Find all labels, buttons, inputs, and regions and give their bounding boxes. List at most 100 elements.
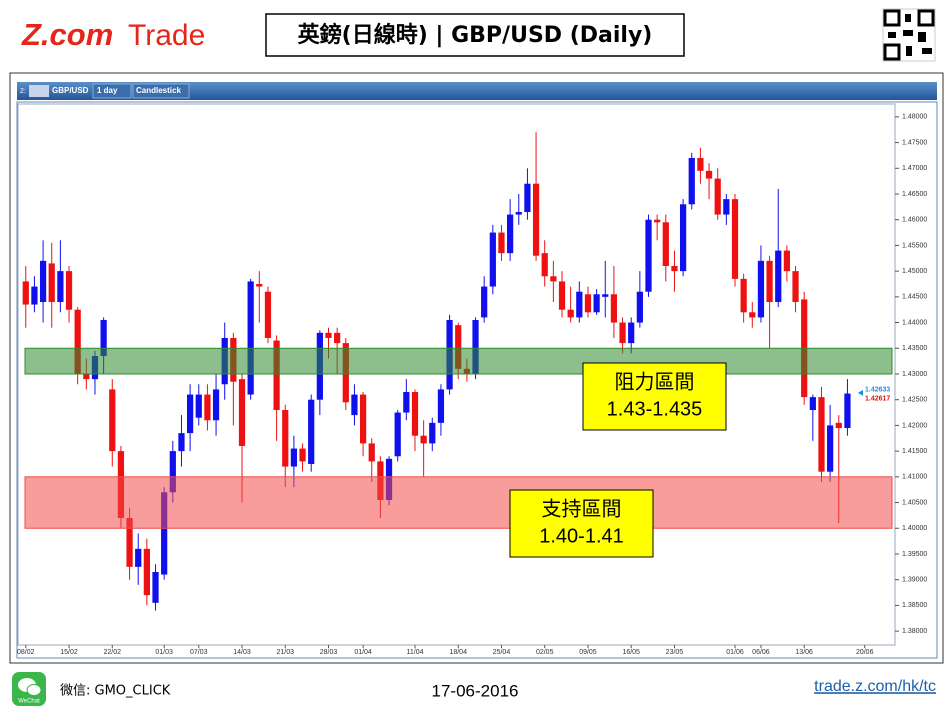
y-tick-label: 1.40500 <box>902 499 927 506</box>
candle-body <box>749 312 756 318</box>
y-tick-label: 1.38500 <box>902 602 927 609</box>
annotation-box <box>582 362 727 431</box>
candle-body <box>584 294 592 313</box>
candle-body <box>299 448 306 462</box>
candle-body <box>550 276 557 282</box>
logo: Trade <box>128 19 205 52</box>
candle-body <box>593 294 600 313</box>
x-tick-label: 01/04 <box>354 649 372 656</box>
candle-body <box>697 157 704 171</box>
price-pointer <box>858 389 863 396</box>
y-tick-label: 1.48000 <box>902 114 927 121</box>
candle-body <box>688 157 695 205</box>
y-tick-label: 1.42000 <box>902 422 927 429</box>
title: 英鎊(日線時) | GBP/USD (Daily) <box>298 22 653 48</box>
logo: Z.com <box>21 17 113 52</box>
y-tick-label: 1.40000 <box>902 525 927 532</box>
zone <box>24 476 893 529</box>
candle-body <box>775 250 782 302</box>
x-tick-label: 06/06 <box>752 649 770 656</box>
candle-body <box>489 232 496 287</box>
candle-body <box>100 319 107 356</box>
candle-body <box>256 283 263 287</box>
toolbar-period[interactable]: 1 day <box>97 86 118 95</box>
y-tick-label: 1.41000 <box>902 474 927 481</box>
x-tick-label: 23/05 <box>666 649 684 656</box>
wechat-bubble <box>26 684 42 696</box>
candle-body <box>481 286 488 318</box>
candle-body <box>282 409 289 467</box>
candle-body <box>351 394 358 416</box>
y-tick-label: 1.47000 <box>902 165 927 172</box>
candle-body <box>532 183 540 256</box>
x-tick-label: 21/03 <box>276 649 294 656</box>
candle-body <box>39 260 47 302</box>
candle-body <box>766 260 773 302</box>
y-tick-label: 1.39000 <box>902 577 927 584</box>
candle-body <box>178 433 185 452</box>
candle-body <box>455 325 462 369</box>
candle-body <box>74 309 81 374</box>
candle-body <box>636 291 643 323</box>
candle-body <box>619 322 626 344</box>
candle-body <box>792 271 799 302</box>
y-tick-label: 1.42500 <box>902 397 927 404</box>
y-tick-label: 1.45500 <box>902 242 927 249</box>
toolbar-button[interactable] <box>132 83 190 99</box>
candle-body <box>576 291 583 318</box>
candle-body <box>507 214 514 254</box>
date: 17-06-2016 <box>432 681 519 700</box>
x-tick-label: 22/02 <box>104 649 122 656</box>
toolbar-panel: 2: <box>20 88 26 95</box>
price-label: 1.42633 <box>865 387 890 394</box>
candle-body <box>394 412 401 457</box>
candle-body <box>671 265 678 272</box>
candle-body <box>48 263 55 302</box>
candle-body <box>195 394 202 418</box>
toolbar-symbol[interactable]: GBP/USD <box>52 86 89 95</box>
candle-body <box>740 278 747 313</box>
wechat-id: 微信: GMO_CLICK <box>60 684 171 699</box>
candle-body <box>290 448 298 467</box>
candle-body <box>247 281 254 395</box>
x-tick-label: 25/04 <box>493 649 511 656</box>
candle-body <box>22 281 29 305</box>
candle-body <box>109 389 116 452</box>
annotation: 支持區間 <box>542 497 622 521</box>
wechat-icon-label: WeChat <box>18 699 40 705</box>
candle-body <box>126 517 133 567</box>
candle-body <box>723 199 730 215</box>
candle-body <box>714 178 721 215</box>
candle-body <box>31 286 38 305</box>
toolbar-style[interactable]: Candlestick <box>136 86 181 95</box>
candle-body <box>827 425 834 472</box>
candle-body <box>135 548 142 567</box>
candle-body <box>161 492 168 575</box>
link[interactable]: trade.z.com/hk/tc <box>814 678 936 695</box>
plot: 阻力區間 1.43-1.435 支持區間 1.40-1.41 1.38000 1.3850… <box>17 114 927 656</box>
candle-body <box>757 260 765 318</box>
candle-body <box>645 219 652 292</box>
candle-body <box>654 219 661 223</box>
candle-body <box>169 451 176 493</box>
x-tick-label: 15/02 <box>60 649 78 656</box>
candle-body <box>308 399 315 464</box>
candle-body <box>602 294 609 297</box>
x-tick-label: 16/05 <box>622 649 640 656</box>
x-tick-label: 02/05 <box>536 649 554 656</box>
candle-body <box>57 271 64 302</box>
toolbar-button[interactable] <box>92 83 132 99</box>
candle-body <box>359 394 367 444</box>
x-tick-label: 13/06 <box>795 649 813 656</box>
candle-body <box>334 332 341 344</box>
annotation: 阻力區間 <box>615 370 695 394</box>
x-tick-label: 20/06 <box>856 649 874 656</box>
candle-body <box>264 291 272 338</box>
candle-body <box>628 322 635 344</box>
candle-body <box>731 199 739 279</box>
candle-body <box>809 397 816 410</box>
y-tick-label: 1.46000 <box>902 217 927 224</box>
y-tick-label: 1.47500 <box>902 139 927 146</box>
flag <box>29 85 49 97</box>
